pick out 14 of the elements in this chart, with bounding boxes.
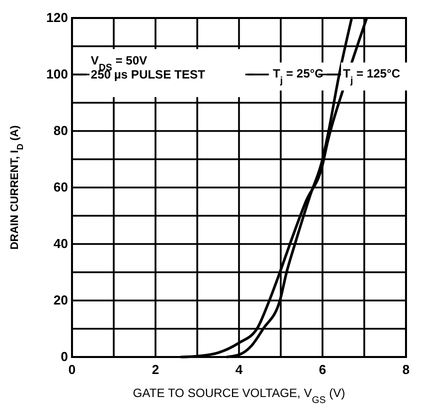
y-tick-label: 100 <box>46 66 68 82</box>
y-tick-label: 120 <box>46 10 68 25</box>
y-tick-label: 20 <box>54 292 68 308</box>
legend-label: T$_{j}$ = 25°C <box>272 66 324 86</box>
x-tick-label: 8 <box>402 362 410 377</box>
legend-label: T$_{j}$ = 125°C <box>343 66 401 86</box>
x-tick-label: 2 <box>152 362 160 377</box>
y-tick-label: 80 <box>54 123 68 138</box>
x-tick-label: 6 <box>318 362 326 377</box>
y-tick-label: 60 <box>54 180 68 194</box>
y-tick-label: 0 <box>60 349 68 364</box>
y-tick-label: 40 <box>54 236 68 251</box>
x-tick-label: 4 <box>235 362 244 377</box>
x-axis-title: GATE TO SOURCE VOLTAGE, V$_{GS}$ (V) <box>132 386 346 406</box>
